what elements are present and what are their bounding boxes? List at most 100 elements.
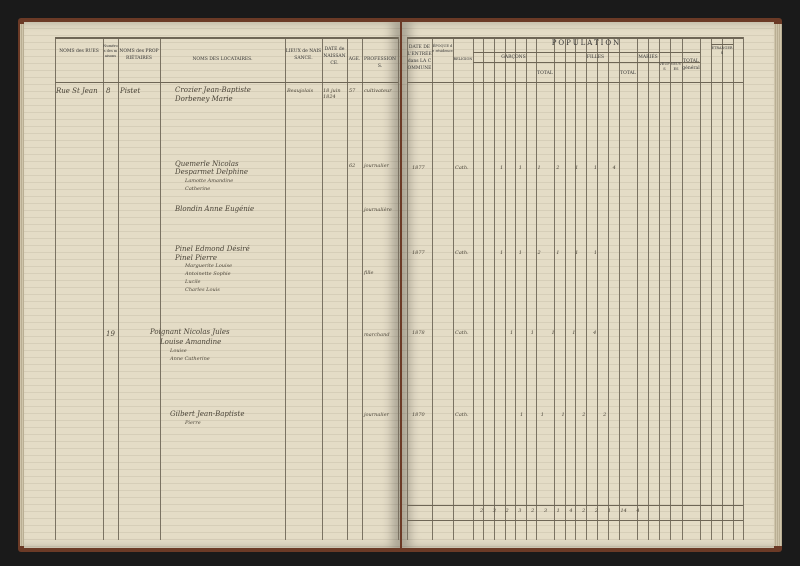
- column-rule: [722, 37, 723, 540]
- header-filles: FILLES: [586, 55, 605, 60]
- entry-religion: Cath.: [455, 250, 469, 256]
- column-rule: [432, 37, 433, 540]
- column-rule: [473, 37, 474, 540]
- column-rule: [118, 37, 119, 540]
- header-residence: ÉPOQUE de résidence: [432, 44, 453, 53]
- column-rule: [608, 37, 609, 540]
- header-etrangers: ÉTRANGERS: [711, 46, 733, 55]
- header-date: DATE de NAISSANCE.: [323, 47, 346, 66]
- entry-birthplace: Beaujolais: [287, 88, 314, 94]
- column-rule: [733, 37, 734, 540]
- entry-profession: journalière: [364, 207, 392, 213]
- entry-tenant: Anne Catherine: [170, 356, 210, 362]
- entry-entry-date: 1877: [412, 165, 425, 171]
- entry-age: 57: [349, 88, 356, 94]
- entry-tenant: Charles Louis: [185, 287, 220, 293]
- column-rule: [743, 37, 744, 540]
- column-rule: [711, 37, 712, 540]
- column-rule: [659, 37, 660, 540]
- entry-counts: 1 1 1 2 1 1 4: [500, 165, 616, 171]
- column-rule: [536, 37, 537, 540]
- entry-religion: Cath.: [455, 412, 469, 418]
- header-date-entree: DATE DE L'ENTRÉE dans LA COMMUNE: [407, 45, 432, 71]
- entry-tenant: Pierre: [185, 420, 201, 426]
- header-rues: NOMS des RUES: [59, 49, 99, 54]
- header-lieux: LIEUX de NAISSANCE.: [285, 49, 322, 61]
- entry-house-number: 19: [106, 330, 115, 338]
- entry-counts: 1 1 2 1 1 1: [500, 250, 598, 256]
- header-veuves: VEUVES: [670, 62, 682, 71]
- entry-religion: Cath.: [455, 330, 469, 336]
- column-rule: [637, 37, 638, 540]
- entry-profession: fille: [364, 270, 374, 276]
- entry-tenant: Lucile: [185, 279, 201, 285]
- column-rule: [575, 37, 576, 540]
- column-rule: [597, 37, 598, 540]
- entry-entry-date: 1870: [412, 412, 425, 418]
- column-rule: [565, 37, 566, 540]
- column-rule: [526, 37, 527, 540]
- entry-tenant: Poignant Nicolas Jules: [150, 328, 230, 336]
- row-rule: [55, 82, 398, 83]
- header-proprietaires: NOMS des PROPRIÉTAIRES: [119, 49, 159, 61]
- right-page: [402, 22, 774, 548]
- entry-tenant: Desparmet Delphine: [175, 168, 249, 176]
- entry-owner: Pistet: [120, 87, 141, 95]
- column-rule: [407, 37, 408, 540]
- totals-row: 2 3 2 3 2 3 1 4 2 2 1 14 4: [480, 508, 640, 514]
- column-rule: [505, 37, 506, 540]
- column-rule: [619, 37, 620, 540]
- header-professions: PROFESSIONS.: [363, 57, 396, 69]
- entry-tenant: Louise: [170, 348, 187, 354]
- column-rule: [648, 37, 649, 540]
- entry-religion: Cath.: [455, 165, 469, 171]
- column-rule: [285, 37, 286, 540]
- entry-tenant: Louise Amandine: [160, 338, 222, 346]
- entry-age: 62: [349, 163, 356, 169]
- entry-counts: 1 1 1 1 4: [510, 330, 597, 336]
- entry-tenant: Gilbert Jean-Baptiste: [170, 410, 245, 418]
- column-rule: [515, 37, 516, 540]
- entry-tenant: Antoinette Sophie: [185, 271, 231, 277]
- header-total-general: TOTAL général: [682, 59, 700, 71]
- row-rule: [407, 520, 743, 521]
- entry-profession: marchand: [364, 332, 390, 338]
- row-rule: [473, 62, 700, 63]
- header-population: POPULATION: [551, 39, 622, 47]
- column-rule: [700, 37, 701, 540]
- header-maisons: Numéros des maisons: [103, 44, 118, 58]
- row-rule: [55, 37, 398, 39]
- column-rule: [453, 37, 454, 540]
- entry-house-number: 8: [106, 87, 111, 95]
- entry-rue: Rue St Jean: [56, 87, 98, 95]
- column-rule: [160, 37, 161, 540]
- entry-entry-date: 1877: [412, 250, 425, 256]
- header-locataires: NOMS DES LOCATAIRES.: [192, 57, 253, 62]
- header-maries: MARIÉS: [638, 55, 658, 60]
- entry-birthdate: 18 juin 1824: [323, 88, 341, 100]
- column-rule: [347, 37, 348, 540]
- row-rule: [711, 44, 733, 45]
- header-total-filles: TOTAL: [620, 71, 636, 76]
- entry-profession: cultivateur: [364, 88, 392, 94]
- entry-tenant: Blondin Anne Eugénie: [175, 205, 255, 213]
- column-rule: [494, 37, 495, 540]
- header-religion: RELIGION: [453, 57, 473, 61]
- entry-profession: journalier: [364, 163, 389, 169]
- header-garcons: GARÇONS: [501, 55, 526, 60]
- entry-counts: 1 1 1 2 2: [520, 412, 607, 418]
- column-rule: [554, 37, 555, 540]
- entry-tenant: Marguerite Louise: [185, 263, 233, 269]
- entry-profession: journalier: [364, 412, 389, 418]
- header-age: AGE.: [348, 57, 361, 62]
- column-rule: [103, 37, 104, 540]
- entry-tenant: Dorbeney Marie: [175, 95, 233, 103]
- header-total-garcons: TOTAL: [537, 71, 553, 76]
- entry-tenant: Catherine: [185, 186, 211, 192]
- row-rule: [407, 505, 743, 506]
- column-rule: [322, 37, 323, 540]
- left-page: [24, 22, 400, 548]
- column-rule: [670, 37, 671, 540]
- column-rule: [398, 37, 399, 540]
- row-rule: [473, 52, 700, 53]
